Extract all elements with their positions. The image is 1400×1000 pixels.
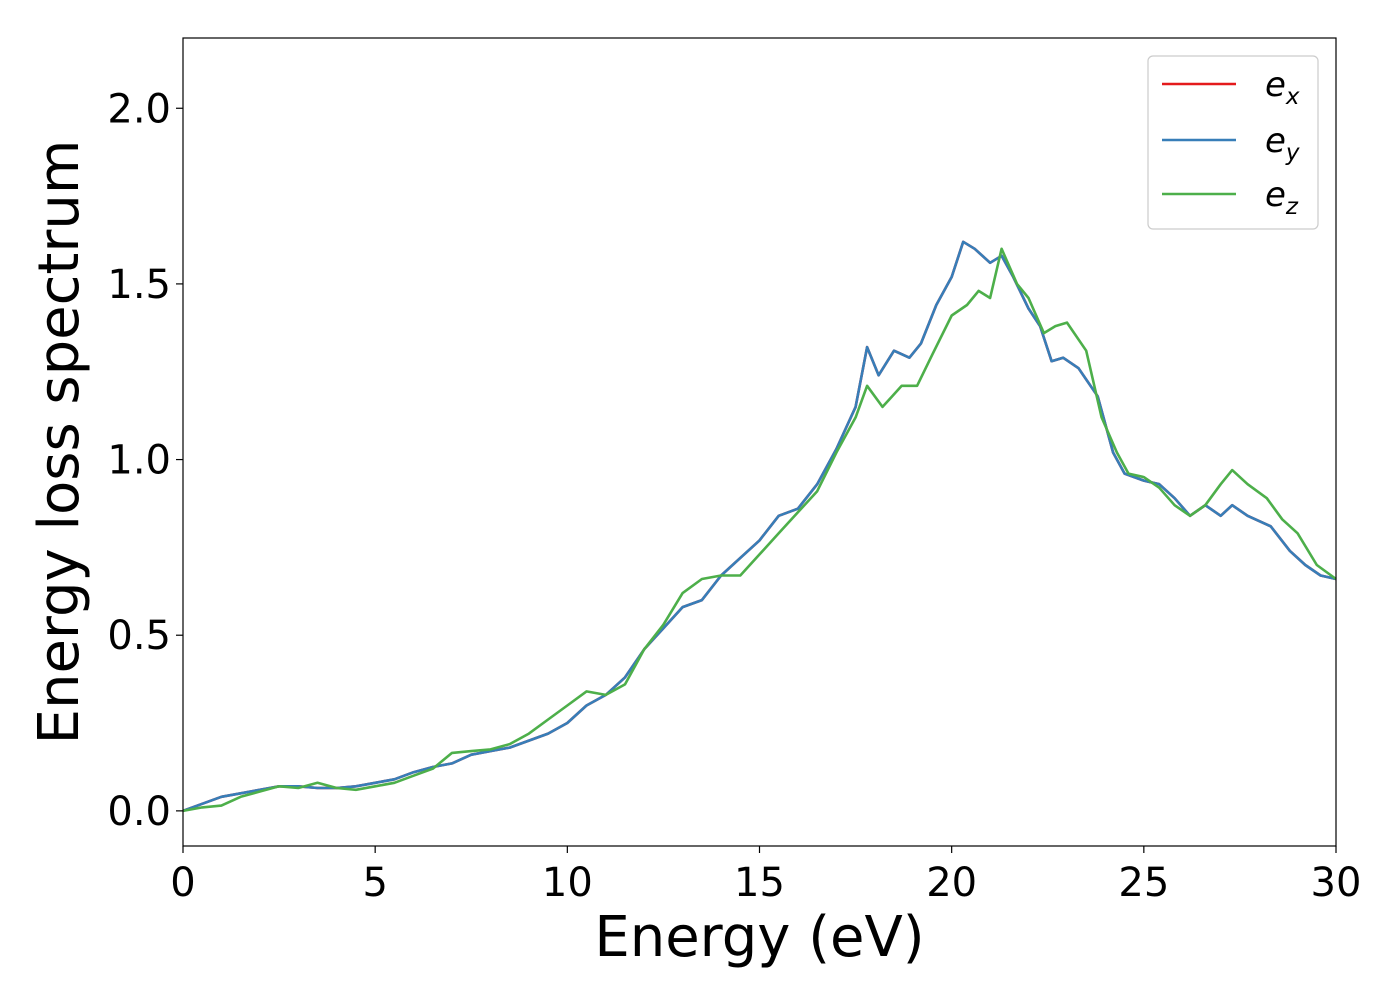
legend-label-ez-base: e bbox=[1265, 175, 1286, 215]
x-tick-label: 10 bbox=[542, 860, 593, 906]
y-tick-label: 1.0 bbox=[107, 438, 171, 484]
y-tick-label: 0.5 bbox=[107, 613, 171, 659]
legend-label-ey: ey bbox=[1265, 121, 1300, 166]
legend-label-ex-base: e bbox=[1265, 65, 1286, 105]
legend-label-ex: ex bbox=[1265, 65, 1300, 110]
legend-label-ez-sub: z bbox=[1285, 194, 1299, 220]
y-tick-label: 2.0 bbox=[107, 86, 171, 132]
legend-label-ez: ez bbox=[1265, 175, 1299, 220]
y-tick-label: 0.0 bbox=[107, 789, 171, 835]
ticks-layer: 0 5 10 15 20 25 30 0.0 0.5 1.0 1.5 2.0 bbox=[107, 86, 1361, 906]
x-tick-label: 5 bbox=[362, 860, 387, 906]
x-tick-label: 15 bbox=[734, 860, 785, 906]
x-axis-label: Energy (eV) bbox=[594, 905, 924, 970]
legend-label-ey-sub: y bbox=[1285, 140, 1300, 166]
legend-label-ex-sub: x bbox=[1285, 84, 1300, 110]
legend-box bbox=[1147, 55, 1319, 230]
x-tick-label: 25 bbox=[1118, 860, 1169, 906]
x-tick-label: 20 bbox=[926, 860, 977, 906]
series-line-ez bbox=[182, 247, 1337, 813]
x-tick-label: 30 bbox=[1311, 860, 1362, 906]
x-tick-label: 0 bbox=[170, 860, 195, 906]
legend: ex ey ez bbox=[1147, 55, 1319, 230]
y-axis-label: Energy loss spectrum bbox=[27, 140, 92, 745]
series-layer bbox=[182, 240, 1337, 813]
legend-label-ey-base: e bbox=[1265, 121, 1286, 161]
y-tick-label: 1.5 bbox=[107, 262, 171, 308]
